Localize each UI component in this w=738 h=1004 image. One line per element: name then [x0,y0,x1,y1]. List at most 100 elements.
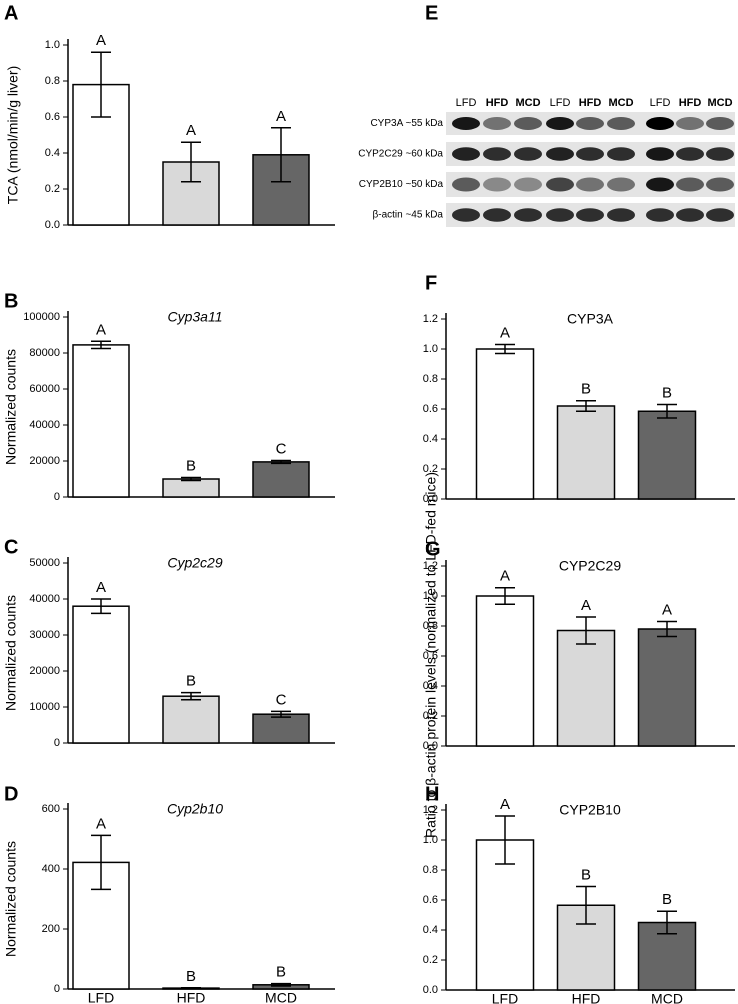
significance-letter: A [662,601,672,618]
y-tick-label: 1.0 [423,834,438,846]
y-tick-label: 1.2 [423,804,438,816]
y-tick-label: 400 [42,863,60,875]
blot-band [483,208,511,222]
y-tick-label: 1.0 [423,343,438,355]
y-tick-label: 0.4 [45,147,60,159]
blot-band [607,177,635,192]
y-tick-label: 0.6 [423,650,438,662]
x-tick-label: LFD [88,990,114,1004]
lane-label: LFD [650,97,671,109]
blot-band [514,177,542,192]
blot-band [514,147,542,161]
y-tick-label: 80000 [29,347,60,359]
chart-title: CYP2B10 [559,802,621,818]
chart-title: Cyp2c29 [167,555,222,571]
significance-letter: A [500,324,510,341]
significance-letter: B [581,381,591,398]
y-tick-label: 0.2 [423,954,438,966]
chart-title: CYP3A [567,311,614,327]
significance-letter: A [500,796,510,813]
significance-letter: C [276,440,287,457]
significance-letter: B [662,384,672,401]
y-tick-label: 1.2 [423,313,438,325]
lane-label: MCD [515,97,540,109]
panel-letter: H [425,783,439,805]
significance-letter: B [186,458,196,475]
significance-letter: A [96,32,106,49]
y-tick-label: 200 [42,923,60,935]
bar [475,595,535,747]
blot-band [546,117,574,130]
lane-label: HFD [679,97,702,109]
significance-letter: A [96,321,106,338]
blot-band [452,177,480,192]
y-tick-label: 0.6 [45,111,60,123]
blot-band [646,117,674,130]
y-tick-label: 0.2 [423,710,438,722]
y-tick-label: 10000 [29,701,60,713]
y-axis-label: Normalized counts [3,841,19,957]
blot-band [607,208,635,222]
significance-letter: A [96,579,106,596]
significance-letter: A [96,815,106,832]
y-tick-label: 0.8 [423,620,438,632]
blot-band [514,208,542,222]
blot-band [546,147,574,161]
blot-band [576,177,604,192]
bar [637,628,697,747]
chart-title: CYP2C29 [559,558,621,574]
y-tick-label: 600 [42,803,60,815]
blot-band [546,208,574,222]
bar [475,348,535,500]
blot-band [607,147,635,161]
significance-letter: B [186,968,196,985]
y-tick-label: 0.6 [423,403,438,415]
chart-title: Cyp2b10 [167,801,223,817]
significance-letter: A [500,568,510,585]
y-axis-label: Normalized counts [3,349,19,465]
significance-letter: A [276,108,286,125]
bar [556,629,616,747]
bar [72,605,130,744]
band-label: CYP3A ~55 kDa [370,118,443,129]
y-tick-label: 0 [54,491,60,503]
y-tick-label: 0 [54,737,60,749]
y-axis-label: Normalized counts [3,595,19,711]
y-tick-label: 20000 [29,455,60,467]
panel-letter: G [425,538,441,560]
blot-band [646,147,674,161]
blot-band [676,147,704,161]
y-tick-label: 0.0 [45,219,60,231]
x-tick-label: HFD [572,991,601,1004]
y-tick-label: 40000 [29,419,60,431]
y-tick-label: 0.6 [423,894,438,906]
bar [556,405,616,500]
significance-letter: C [276,691,287,708]
y-tick-label: 0.2 [45,183,60,195]
bar [162,695,220,744]
y-tick-label: 0.4 [423,924,438,936]
y-tick-label: 20000 [29,665,60,677]
panel-letter: D [4,783,18,805]
blot-band [646,177,674,192]
blot-band [452,208,480,222]
x-tick-label: HFD [177,990,206,1004]
y-tick-label: 1.0 [45,39,60,51]
band-label: β-actin ~45 kDa [372,210,443,221]
panel-letter: F [425,272,437,294]
blot-band [646,208,674,222]
y-tick-label: 1.2 [423,560,438,572]
blot-band [607,117,635,130]
y-tick-label: 1.0 [423,590,438,602]
bar [72,344,130,498]
y-axis-label: TCA (nmol/min/g liver) [5,66,21,204]
panel-letter: E [425,2,438,24]
y-tick-label: 0.0 [423,984,438,996]
blot-band [483,147,511,161]
panel-letter: B [4,290,18,312]
lane-label: MCD [608,97,633,109]
shared-y-label: Ratio to β-actin protein levels (normali… [423,472,439,838]
band-label: CYP2B10 ~50 kDa [359,179,444,190]
panel-letter: C [4,536,18,558]
